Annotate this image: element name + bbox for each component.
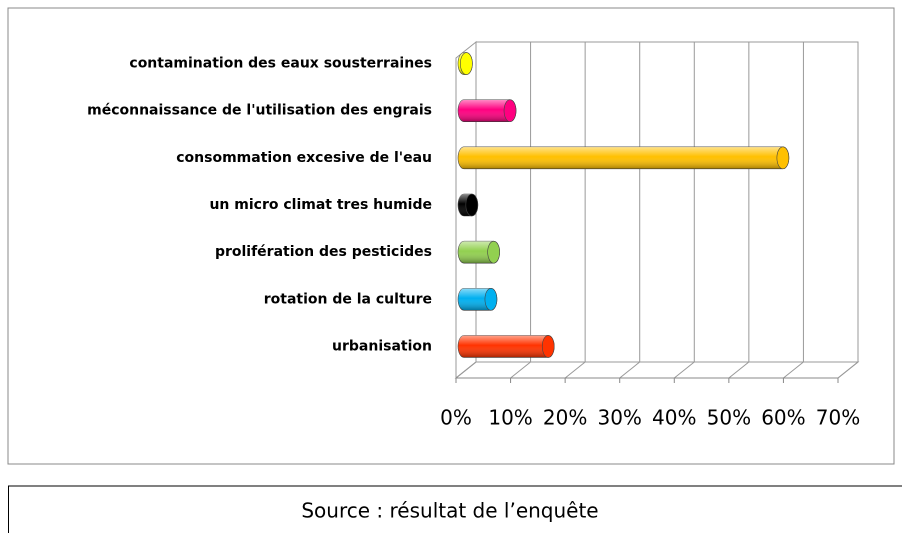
x-tick-label: 30% (597, 406, 641, 430)
y-tick-label: méconnaissance de l'utilisation des engr… (87, 103, 432, 119)
grid-line (455, 361, 477, 379)
grid-line (510, 361, 531, 379)
bar-shade (458, 99, 517, 122)
x-tick-label: 0% (440, 406, 472, 430)
y-tick-label: un micro climat tres humide (209, 197, 432, 213)
y-tick-label: rotation de la culture (264, 291, 432, 307)
y-tick-label: prolifération des pesticides (215, 244, 432, 260)
bar-cap (541, 335, 555, 358)
grid-line (564, 361, 586, 379)
x-tick-label: 70% (816, 406, 860, 430)
x-tick-label: 10% (488, 406, 532, 430)
plot-area: 0% 10% 20% 30% 40% 50% 60% 70% contamination des… (87, 40, 860, 430)
bar-shade (458, 146, 789, 169)
x-tick-label: 40% (652, 406, 696, 430)
grid-line (728, 361, 750, 379)
y-tick-label: contamination des eaux sousterraines (129, 56, 432, 72)
grid-line (783, 361, 804, 379)
bar-cap (503, 99, 517, 123)
grid-line (837, 361, 859, 379)
bar-cap (460, 52, 473, 75)
grid-line (619, 361, 641, 379)
bar-cap (465, 193, 479, 217)
x-tick-label: 20% (543, 406, 587, 430)
bar-cap (487, 240, 500, 264)
chart-frame (7, 7, 895, 465)
x-tick-label: 50% (707, 406, 751, 430)
bar-cap (776, 146, 790, 170)
bar-shade (458, 335, 555, 358)
bar-cap (484, 287, 498, 311)
y-tick-label: consommation excesive de l'eau (176, 150, 432, 166)
y-tick-label: urbanisation (332, 338, 432, 354)
x-tick-label: 60% (761, 406, 805, 430)
grid-line (673, 361, 695, 379)
caption: Source : résultat de l’enquête (301, 499, 598, 523)
